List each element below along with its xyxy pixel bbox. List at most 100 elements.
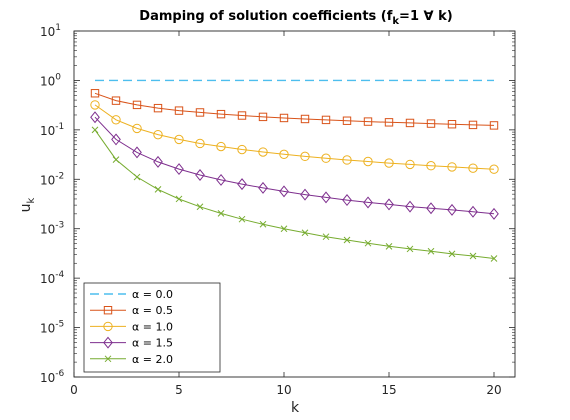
- data-point: [385, 242, 393, 250]
- legend-marker-1: [103, 306, 113, 315]
- data-point: [342, 116, 352, 125]
- data-point: [322, 233, 330, 241]
- data-point: [91, 126, 99, 134]
- series-layer: [90, 79, 499, 262]
- y-tick-label: 100: [40, 72, 61, 88]
- data-point: [300, 114, 310, 124]
- chart-title: Damping of solution coefficients (fk=1 ∀…: [139, 9, 452, 27]
- data-point: [363, 117, 373, 126]
- axes-layer: 0 5 10 15 20 10-6 10-5 10-4 10-3 10-2 10-1 100 101: [40, 23, 516, 397]
- data-point: [448, 250, 456, 258]
- data-point: [426, 161, 436, 171]
- data-point: [301, 229, 309, 237]
- y-axis-label: uk: [18, 197, 37, 212]
- data-point: [195, 169, 205, 182]
- y-tick-label: 10-2: [40, 171, 64, 187]
- data-point: [175, 195, 183, 203]
- data-point: [426, 119, 436, 128]
- data-point: [174, 163, 184, 176]
- data-point: [237, 144, 247, 155]
- x-axis-label: k: [291, 400, 300, 416]
- y-tick-label: 10-3: [40, 221, 64, 237]
- data-point: [216, 109, 226, 119]
- data-point: [405, 159, 415, 170]
- data-point: [217, 210, 225, 217]
- y-tick-label: 10-4: [40, 270, 65, 286]
- data-point: [174, 134, 184, 145]
- data-point: [384, 158, 394, 168]
- legend-label-2: α = 1.0: [132, 320, 173, 333]
- legend-marker-4: [104, 355, 112, 363]
- data-point: [112, 156, 120, 163]
- data-point: [468, 163, 478, 173]
- data-point: [447, 120, 457, 129]
- data-point: [468, 205, 478, 218]
- series-4: [91, 126, 498, 262]
- data-point: [468, 120, 478, 130]
- data-point: [237, 111, 247, 120]
- data-point: [427, 247, 435, 255]
- data-point: [153, 155, 163, 168]
- data-point: [195, 108, 205, 117]
- data-point: [405, 118, 415, 128]
- x-tick-label: 20: [486, 383, 501, 397]
- legend-marker-3: [103, 336, 113, 349]
- data-point: [111, 96, 121, 105]
- data-point: [280, 225, 288, 233]
- data-point: [90, 100, 100, 110]
- data-point: [132, 100, 142, 110]
- series-line-4: [94, 129, 495, 259]
- data-point: [321, 153, 331, 163]
- y-tick-label: 10-6: [40, 369, 65, 385]
- data-point: [364, 239, 372, 247]
- data-point: [90, 111, 100, 124]
- data-point: [321, 191, 331, 204]
- axes-box: [73, 30, 516, 378]
- x-tick-label: 15: [381, 383, 396, 397]
- data-point: [154, 186, 162, 193]
- data-point: [258, 147, 268, 157]
- data-point: [132, 146, 142, 159]
- data-point: [489, 164, 499, 174]
- data-point: [216, 141, 226, 152]
- data-point: [342, 194, 352, 207]
- legend-label-0: α = 0.0: [132, 288, 173, 301]
- x-tick-label: 5: [175, 383, 183, 397]
- data-point: [343, 236, 351, 244]
- data-point: [111, 115, 121, 125]
- data-point: [406, 245, 414, 253]
- data-point: [342, 155, 352, 165]
- data-point: [300, 151, 310, 162]
- legend-label-3: α = 1.5: [132, 337, 173, 350]
- data-point: [216, 173, 226, 186]
- data-point: [405, 200, 415, 213]
- data-point: [300, 188, 310, 201]
- data-point: [279, 113, 289, 123]
- legend-label-4: α = 2.0: [132, 353, 173, 366]
- data-point: [490, 255, 498, 262]
- data-point: [426, 202, 436, 215]
- data-point: [238, 215, 246, 223]
- data-point: [279, 149, 289, 160]
- data-point: [237, 178, 247, 191]
- legend: α = 0.0 α = 0.5 α = 1.0 α = 1.5 α = 2.0: [83, 282, 221, 373]
- y-tick-label: 10-5: [40, 320, 64, 336]
- y-tick-label: 10-1: [40, 122, 64, 138]
- data-point: [133, 173, 141, 181]
- series-2: [90, 100, 499, 174]
- data-point: [384, 198, 394, 211]
- data-point: [259, 220, 267, 228]
- x-tick-label: 0: [70, 383, 78, 397]
- data-point: [363, 196, 373, 209]
- data-point: [447, 162, 457, 172]
- data-point: [153, 103, 163, 113]
- data-point: [363, 156, 373, 167]
- data-point: [469, 252, 477, 260]
- data-point: [153, 129, 163, 140]
- legend-label-1: α = 0.5: [132, 304, 173, 317]
- data-point: [258, 181, 268, 194]
- data-point: [489, 207, 499, 220]
- series-line-2: [94, 104, 495, 170]
- data-point: [321, 115, 331, 125]
